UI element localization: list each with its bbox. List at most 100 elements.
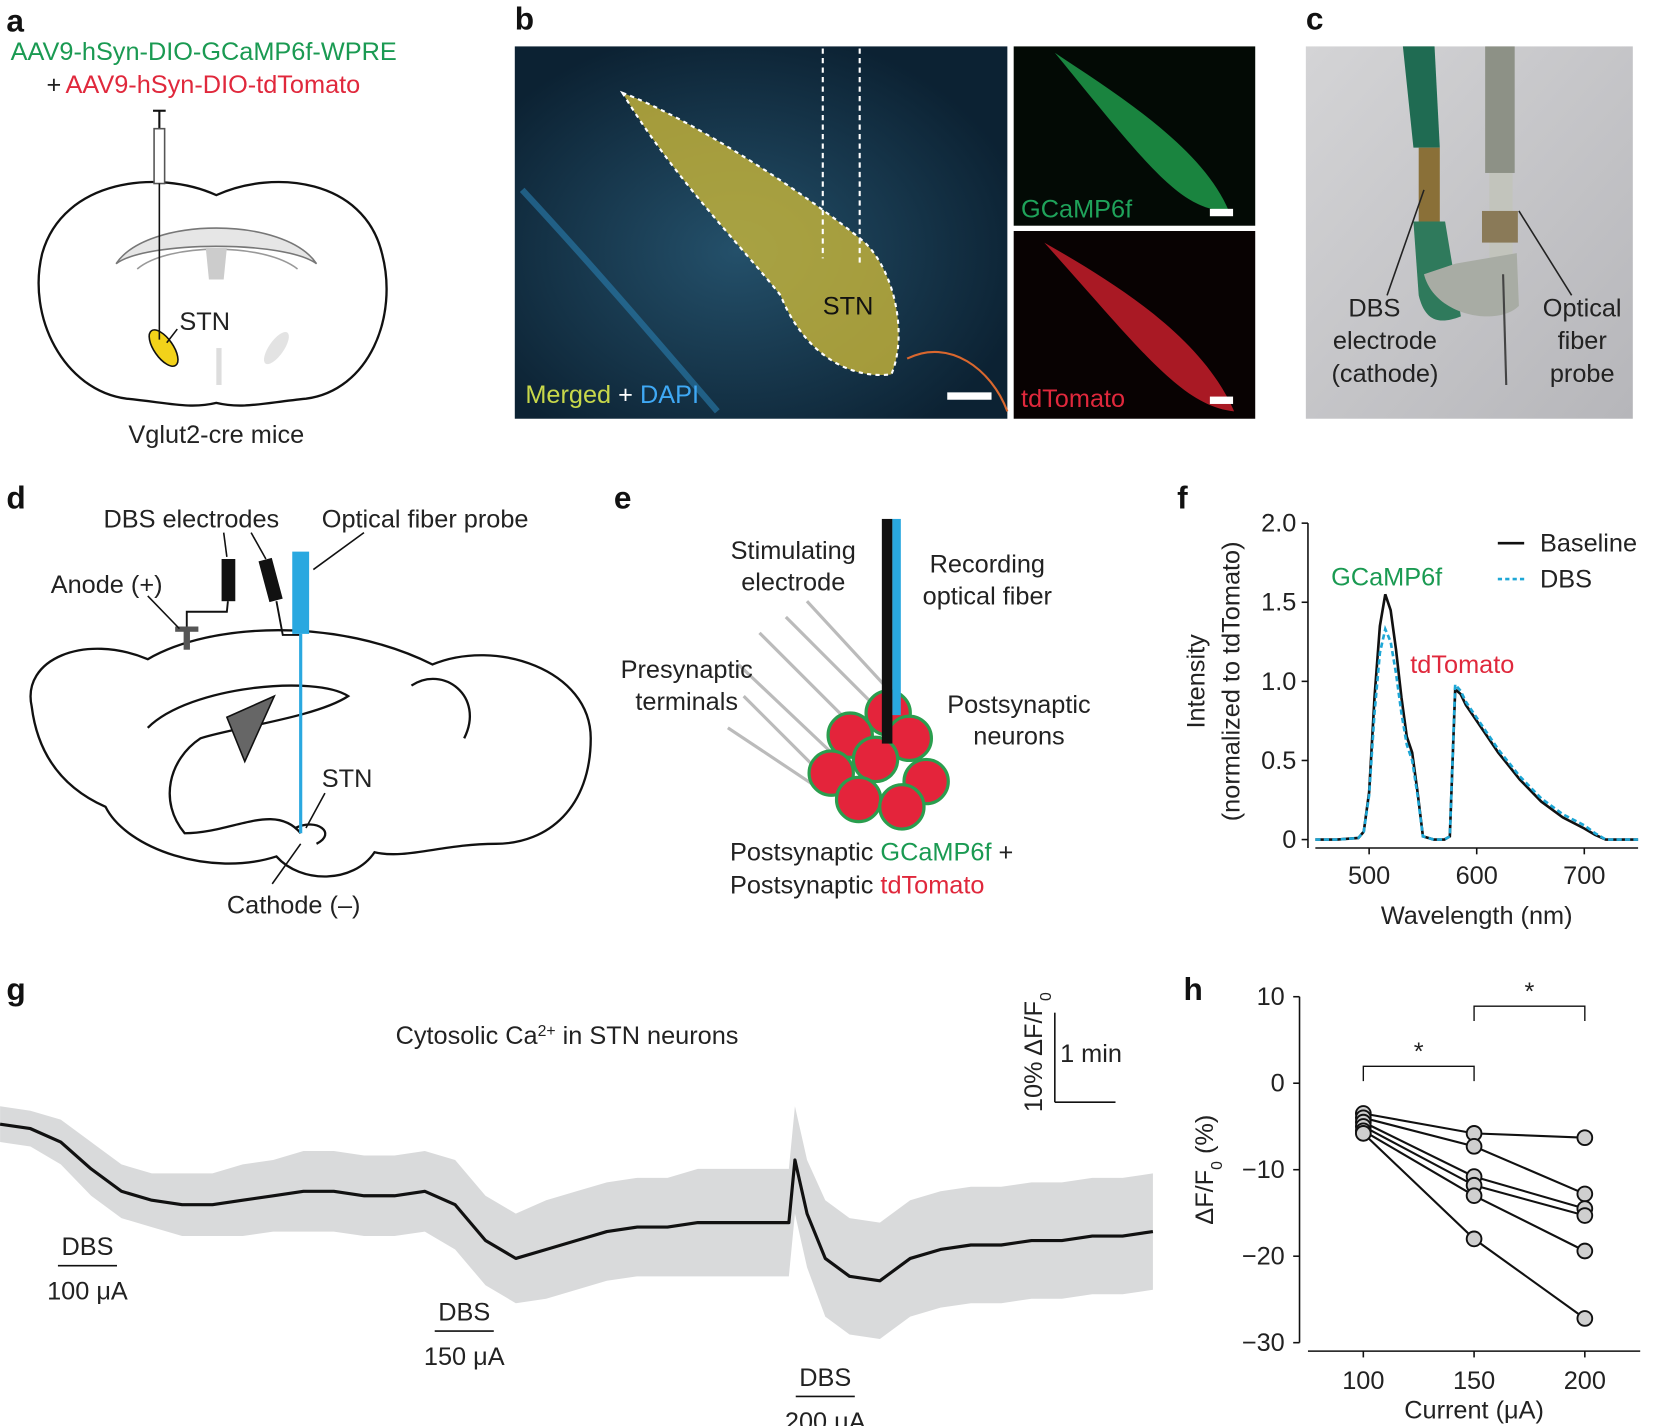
- spectrum-line: [1315, 624, 1639, 841]
- panel-letter: e: [614, 479, 632, 515]
- label: Postsynaptic: [730, 839, 880, 867]
- significance-bracket: [1362, 1065, 1475, 1082]
- micrograph: [514, 46, 1256, 419]
- y-tick-label: 0.5: [1261, 747, 1296, 775]
- y-tick-label: 1.5: [1261, 589, 1296, 617]
- label: Postsynaptic: [730, 871, 880, 899]
- y-tick-label: 10: [1257, 983, 1285, 1011]
- label: Optical fiber probe: [322, 505, 529, 533]
- channel-label: tdTomato: [1021, 385, 1125, 413]
- label: optical fiber: [923, 582, 1052, 610]
- stimulus-label: DBS: [438, 1299, 490, 1327]
- region-label: STN: [179, 308, 230, 336]
- y-tick-label: −20: [1242, 1243, 1285, 1271]
- y-axis-title: ΔF/F0 (%): [1191, 1115, 1226, 1225]
- legend-label: Baseline: [1540, 530, 1637, 558]
- label: +: [991, 839, 1013, 867]
- label: Presynaptic: [621, 656, 753, 684]
- channel-label: GCaMP6f: [1021, 195, 1133, 223]
- label: Stimulating: [731, 537, 856, 565]
- x-tick-label: 100: [1342, 1367, 1384, 1395]
- label: Cathode (–): [227, 891, 361, 919]
- significance-label: *: [1525, 978, 1535, 1006]
- stimulus-label: DBS: [799, 1364, 851, 1392]
- text-part: Cytosolic Ca: [396, 1022, 539, 1050]
- x-tick-label: 200: [1564, 1367, 1606, 1395]
- stimulus-current: 200 μA: [785, 1408, 866, 1426]
- label: (cathode): [1332, 360, 1439, 388]
- channel-label: Merged + DAPI: [525, 381, 699, 409]
- label: DAPI: [640, 381, 699, 409]
- label: STN: [322, 765, 373, 793]
- synapse-diagram: [726, 518, 950, 831]
- text-part: 10% ΔF/F: [1020, 1001, 1048, 1112]
- caption: Vglut2-cre mice: [128, 421, 304, 449]
- label: Anode (+): [51, 571, 163, 599]
- text-part: 0: [1209, 1161, 1226, 1170]
- label: DBS: [1348, 294, 1400, 322]
- label: GCaMP6f: [880, 839, 992, 867]
- y-tick-label: 2.0: [1261, 510, 1296, 538]
- coronal-brain: [37, 109, 388, 407]
- text-part: in STN neurons: [556, 1022, 739, 1050]
- subject-line: [1362, 1132, 1586, 1320]
- label: probe: [1550, 360, 1615, 388]
- annotation: GCaMP6f: [1331, 563, 1443, 591]
- stimulus-label: DBS: [61, 1233, 113, 1261]
- panel-letter: d: [6, 479, 25, 515]
- y-axis-title: (normalized to tdTomato): [1217, 541, 1245, 821]
- y-tick-label: −30: [1242, 1329, 1285, 1357]
- x-tick-label: 150: [1453, 1367, 1495, 1395]
- panel-letter: g: [6, 971, 25, 1007]
- stimulus-current: 100 μA: [47, 1277, 128, 1305]
- label: tdTomato: [880, 871, 984, 899]
- scale-label: 1 min: [1060, 1040, 1122, 1068]
- photo: [1305, 46, 1633, 419]
- sagittal-brain: [29, 532, 592, 885]
- label: Postsynaptic tdTomato: [730, 871, 985, 899]
- data-point: [1576, 1310, 1594, 1327]
- text-part: ΔF/F: [1191, 1170, 1219, 1225]
- text-part: 0: [1038, 992, 1055, 1001]
- data-point: [1576, 1207, 1594, 1224]
- x-tick-label: 600: [1456, 862, 1498, 890]
- panel-letter: b: [515, 1, 534, 37]
- chart-title: Cytosolic Ca2+ in STN neurons: [396, 1022, 739, 1050]
- y-tick-label: 0: [1271, 1070, 1285, 1098]
- text-part: (%): [1191, 1115, 1219, 1161]
- panel-letter: f: [1177, 479, 1188, 515]
- y-tick-label: 0: [1282, 826, 1296, 854]
- y-tick-label: −10: [1242, 1156, 1285, 1184]
- label: electrode: [741, 569, 845, 597]
- region-label: STN: [823, 292, 874, 320]
- x-tick-label: 500: [1348, 862, 1390, 890]
- label: terminals: [635, 688, 738, 716]
- panel-letter: a: [6, 3, 24, 39]
- annotation: tdTomato: [1410, 651, 1514, 679]
- significance-bracket: [1473, 1005, 1586, 1021]
- scale-label: 10% ΔF/F0: [1020, 992, 1054, 1112]
- data-point: [1576, 1185, 1594, 1203]
- label: +: [618, 381, 633, 409]
- panel-letter: c: [1306, 1, 1324, 37]
- data-point: [1576, 1129, 1594, 1147]
- text-part: 2+: [538, 1023, 556, 1040]
- label: fiber: [1558, 327, 1607, 355]
- error-band: [0, 1106, 1153, 1339]
- label: Postsynaptic: [947, 691, 1090, 719]
- x-axis-title: Current (μA): [1404, 1397, 1544, 1425]
- label: electrode: [1333, 327, 1437, 355]
- panel-letter: h: [1184, 971, 1203, 1007]
- label: Optical: [1543, 294, 1622, 322]
- label: Postsynaptic GCaMP6f +: [730, 839, 1013, 867]
- data-point: [1465, 1138, 1483, 1155]
- y-tick-label: 1.0: [1261, 668, 1296, 696]
- trace-line: [0, 1122, 1154, 1283]
- label: DBS electrodes: [103, 505, 279, 533]
- x-tick-label: 700: [1563, 862, 1605, 890]
- virus-label: AAV9-hSyn-DIO-GCaMP6f-WPRE: [11, 38, 397, 66]
- data-point: [1465, 1187, 1483, 1204]
- legend-label: DBS: [1540, 565, 1592, 593]
- plus: +: [46, 71, 61, 99]
